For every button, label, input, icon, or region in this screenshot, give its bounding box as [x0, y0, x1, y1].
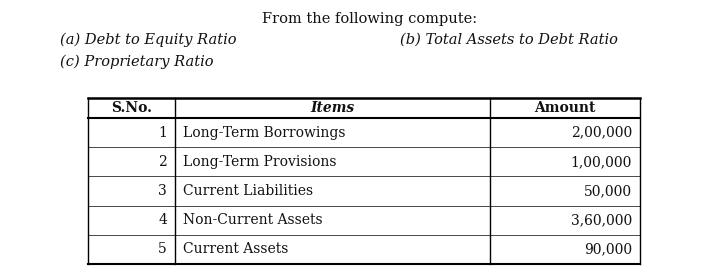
Text: Non-Current Assets: Non-Current Assets: [183, 213, 323, 227]
Text: (a) Debt to Equity Ratio: (a) Debt to Equity Ratio: [60, 33, 236, 47]
Text: 90,000: 90,000: [584, 242, 632, 256]
Text: 2: 2: [158, 155, 167, 169]
Text: 1: 1: [158, 126, 167, 140]
Text: From the following compute:: From the following compute:: [262, 12, 477, 26]
Text: (c) Proprietary Ratio: (c) Proprietary Ratio: [60, 55, 214, 69]
Text: Long-Term Borrowings: Long-Term Borrowings: [183, 126, 346, 140]
Text: (b) Total Assets to Debt Ratio: (b) Total Assets to Debt Ratio: [400, 33, 618, 47]
Text: 5: 5: [158, 242, 167, 256]
Text: S.No.: S.No.: [111, 101, 152, 115]
Text: Long-Term Provisions: Long-Term Provisions: [183, 155, 336, 169]
Text: 3: 3: [158, 184, 167, 198]
Text: 3,60,000: 3,60,000: [571, 213, 632, 227]
Text: 4: 4: [158, 213, 167, 227]
Text: Current Assets: Current Assets: [183, 242, 289, 256]
Text: 2,00,000: 2,00,000: [571, 126, 632, 140]
Text: Current Liabilities: Current Liabilities: [183, 184, 313, 198]
Text: 1,00,000: 1,00,000: [571, 155, 632, 169]
Text: Items: Items: [310, 101, 354, 115]
Text: 50,000: 50,000: [584, 184, 632, 198]
Text: Amount: Amount: [534, 101, 595, 115]
